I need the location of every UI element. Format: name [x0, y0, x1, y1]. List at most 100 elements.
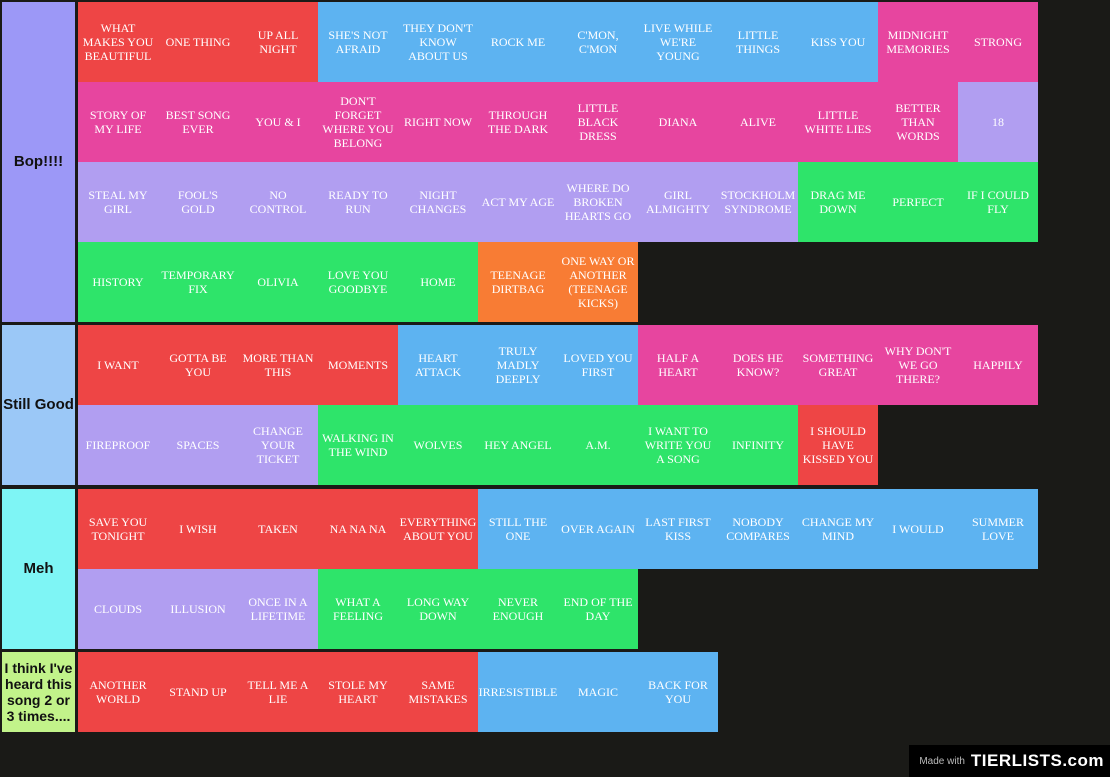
song-card[interactable]: Teenage dirtbag [478, 242, 558, 322]
song-card[interactable]: Stockholm syndrome [718, 162, 798, 242]
song-card[interactable]: Little black dress [558, 82, 638, 162]
song-card[interactable]: End of the day [558, 569, 638, 649]
song-card[interactable]: Truly madly deeply [478, 325, 558, 405]
song-card[interactable]: Magic [558, 652, 638, 732]
song-card[interactable]: Better than words [878, 82, 958, 162]
song-card[interactable]: Once in a lifetime [238, 569, 318, 649]
song-card[interactable]: Hey angel [478, 405, 558, 485]
song-card[interactable]: Change your ticket [238, 405, 318, 485]
song-card[interactable]: Same mistakes [398, 652, 478, 732]
tier-items-area[interactable]: Save you tonight I wish Taken Na na na Every… [78, 489, 1110, 649]
song-card[interactable]: Ready to run [318, 162, 398, 242]
song-card[interactable]: Something great [798, 325, 878, 405]
song-card[interactable]: Walking in the wind [318, 405, 398, 485]
song-card[interactable]: They don't know about us [398, 2, 478, 82]
song-card[interactable]: Back for you [638, 652, 718, 732]
song-card[interactable]: A.M. [558, 405, 638, 485]
tier-items-area[interactable]: What makes you beautiful One thing Up all … [78, 2, 1110, 322]
song-card[interactable]: Moments [318, 325, 398, 405]
song-card[interactable]: You & I [238, 82, 318, 162]
song-card[interactable]: Save you tonight [78, 489, 158, 569]
song-card[interactable]: Stole my heart [318, 652, 398, 732]
song-card[interactable]: Na na na [318, 489, 398, 569]
song-card[interactable]: Girl almighty [638, 162, 718, 242]
song-card[interactable]: Little white lies [798, 82, 878, 162]
song-card[interactable]: Midnight memories [878, 2, 958, 82]
song-card[interactable]: Change my mind [798, 489, 878, 569]
song-card[interactable]: Nobody compares [718, 489, 798, 569]
song-card[interactable]: Irresistible [478, 652, 558, 732]
song-card[interactable]: Stand up [158, 652, 238, 732]
song-card[interactable]: Kiss you [798, 2, 878, 82]
song-card[interactable]: Still the one [478, 489, 558, 569]
song-card[interactable]: Fireproof [78, 405, 158, 485]
song-card[interactable]: What a feeling [318, 569, 398, 649]
song-card[interactable]: Half a heart [638, 325, 718, 405]
song-card[interactable]: I wish [158, 489, 238, 569]
song-card[interactable]: If I could fly [958, 162, 1038, 242]
song-card[interactable]: Up all night [238, 2, 318, 82]
song-card[interactable]: Summer love [958, 489, 1038, 569]
song-card[interactable]: Why don't we go there? [878, 325, 958, 405]
song-card[interactable]: No control [238, 162, 318, 242]
song-card[interactable]: History [78, 242, 158, 322]
song-card[interactable]: More than this [238, 325, 318, 405]
song-card[interactable]: Best song ever [158, 82, 238, 162]
tier-label[interactable]: Meh [2, 489, 75, 649]
song-card[interactable]: What makes you beautiful [78, 2, 158, 82]
song-card[interactable]: Olivia [238, 242, 318, 322]
song-card[interactable]: Last first kiss [638, 489, 718, 569]
song-card[interactable]: Loved you first [558, 325, 638, 405]
song-card[interactable]: Steal my girl [78, 162, 158, 242]
tier-label[interactable]: Still Good [2, 325, 75, 485]
song-card[interactable]: Little things [718, 2, 798, 82]
song-card[interactable]: Infinity [718, 405, 798, 485]
tier-label[interactable]: I think I've heard this song 2 or 3 time… [2, 652, 75, 732]
song-card[interactable]: Diana [638, 82, 718, 162]
tier-items-area[interactable]: Another world Stand up Tell me a lie Stole … [78, 652, 1110, 732]
song-card[interactable]: Heart attack [398, 325, 478, 405]
song-card[interactable]: Wolves [398, 405, 478, 485]
song-card[interactable]: Over again [558, 489, 638, 569]
song-card[interactable]: Drag me down [798, 162, 878, 242]
song-card[interactable]: Happily [958, 325, 1038, 405]
song-card[interactable]: One way or another (teenage kicks) [558, 242, 638, 322]
song-card[interactable]: Act my age [478, 162, 558, 242]
song-card[interactable]: Home [398, 242, 478, 322]
song-card[interactable]: Spaces [158, 405, 238, 485]
song-card[interactable]: One thing [158, 2, 238, 82]
song-card[interactable]: Perfect [878, 162, 958, 242]
song-card[interactable]: Love you goodbye [318, 242, 398, 322]
song-card[interactable]: Another world [78, 652, 158, 732]
song-card[interactable]: Temporary fix [158, 242, 238, 322]
song-card[interactable]: Everything about you [398, 489, 478, 569]
song-card[interactable]: Right now [398, 82, 478, 162]
song-card[interactable]: She's not afraid [318, 2, 398, 82]
song-card[interactable]: I want to write you a song [638, 405, 718, 485]
song-card[interactable]: Gotta be you [158, 325, 238, 405]
song-card[interactable]: Clouds [78, 569, 158, 649]
song-card[interactable]: Taken [238, 489, 318, 569]
tier-label[interactable]: Bop!!!! [2, 2, 75, 322]
song-card[interactable]: Never enough [478, 569, 558, 649]
song-card[interactable]: Long way down [398, 569, 478, 649]
song-card[interactable]: I should have kissed you [798, 405, 878, 485]
song-card[interactable]: Tell me a lie [238, 652, 318, 732]
song-card[interactable]: Story of my life [78, 82, 158, 162]
song-card[interactable]: I want [78, 325, 158, 405]
song-card[interactable]: 18 [958, 82, 1038, 162]
song-card[interactable]: Through the dark [478, 82, 558, 162]
song-card[interactable]: Live while we're young [638, 2, 718, 82]
song-card[interactable]: Don't forget where you belong [318, 82, 398, 162]
song-card[interactable]: Where do broken hearts go [558, 162, 638, 242]
song-card[interactable]: I would [878, 489, 958, 569]
song-card[interactable]: Night changes [398, 162, 478, 242]
tier-items-area[interactable]: I want Gotta be you More than this Moments H… [78, 325, 1110, 485]
song-card[interactable]: Illusion [158, 569, 238, 649]
song-card[interactable]: Does he know? [718, 325, 798, 405]
song-card[interactable]: Alive [718, 82, 798, 162]
song-card[interactable]: Strong [958, 2, 1038, 82]
song-card[interactable]: Rock me [478, 2, 558, 82]
song-card[interactable]: Fool's gold [158, 162, 238, 242]
song-card[interactable]: C'mon, c'mon [558, 2, 638, 82]
